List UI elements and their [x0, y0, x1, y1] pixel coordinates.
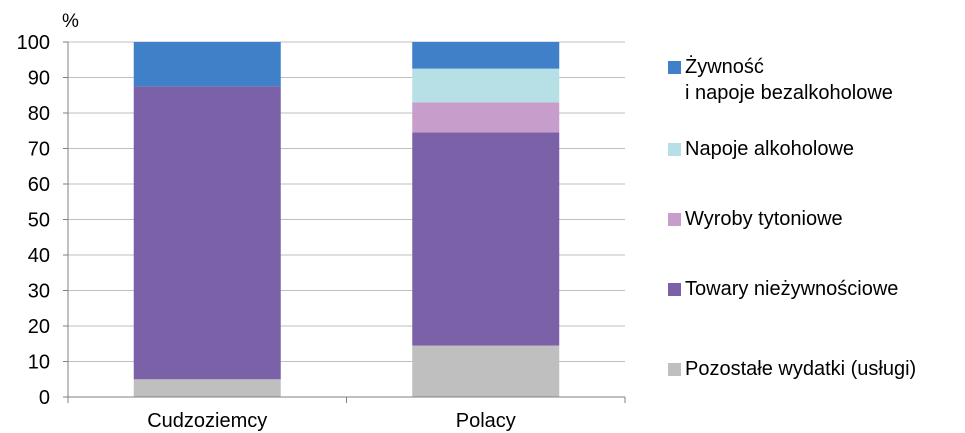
y-tick-label: 20 [28, 316, 50, 338]
bar-segment [133, 86, 281, 380]
y-tick-label: 70 [28, 139, 50, 161]
bar-segment [412, 102, 560, 133]
axes [63, 41, 626, 403]
legend-item: Pozostałe wydatki (usługi) [668, 356, 916, 382]
legend-label-line: Żywność [685, 56, 764, 78]
legend-label-line: Wyroby tytoniowe [685, 208, 843, 230]
x-category-label: Cudzoziemcy [147, 410, 267, 432]
y-tick-labels: 0 10 20 30 40 50 60 70 80 90 100 [17, 32, 50, 409]
y-tick-label: 60 [28, 174, 50, 196]
legend-item: Wyroby tytoniowe [668, 206, 843, 232]
legend-swatch [668, 61, 681, 74]
legend-label: Pozostałe wydatki (usługi) [685, 356, 916, 382]
bar-segment [412, 68, 560, 103]
y-tick-label: 0 [39, 387, 50, 409]
y-axis-unit-label: % [62, 11, 79, 32]
y-tick-label: 90 [28, 68, 50, 90]
legend-label: Napoje alkoholowe [685, 136, 854, 162]
bar-stacks [133, 42, 560, 397]
y-tick-label: 10 [28, 352, 50, 374]
legend-label-line: Napoje alkoholowe [685, 138, 855, 160]
legend-label: Żywność i napoje bezalkoholowe [685, 54, 893, 106]
bar-segment [412, 42, 560, 69]
y-tick-label: 80 [28, 103, 50, 125]
y-tick-label: 50 [28, 210, 50, 232]
bar-segment [412, 345, 560, 397]
legend-swatch [668, 143, 681, 156]
legend-item: Żywność i napoje bezalkoholowe [668, 54, 893, 106]
legend-label: Towary nieżywnościowe [685, 276, 898, 302]
legend-item: Towary nieżywnościowe [668, 276, 898, 302]
legend-swatch [668, 213, 681, 226]
y-tick-label: 40 [28, 245, 50, 267]
legend-label: Wyroby tytoniowe [685, 206, 843, 232]
legend-label-line: Pozostałe wydatki (usługi) [685, 358, 917, 380]
legend-swatch [668, 283, 681, 296]
x-category-labels: Cudzoziemcy Polacy [147, 410, 516, 432]
legend-label-line: i napoje bezalkoholowe [685, 82, 893, 104]
legend-item: Napoje alkoholowe [668, 136, 854, 162]
bar-segment [133, 379, 281, 397]
y-tick-label: 30 [28, 281, 50, 303]
y-tick-label: 100 [17, 32, 50, 54]
bar-segment [133, 42, 281, 87]
legend-label-line: Towary nieżywnościowe [685, 278, 899, 300]
bar-segment [412, 132, 560, 346]
x-category-label: Polacy [456, 410, 516, 432]
legend-swatch [668, 363, 681, 376]
